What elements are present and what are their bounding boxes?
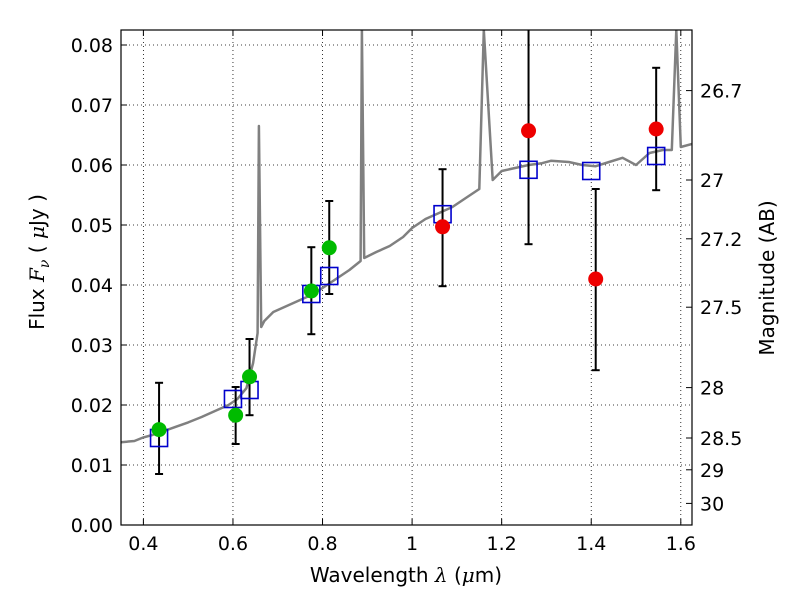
x-tick-label: 0.4 [128, 533, 158, 555]
y-tick-label: 0.01 [71, 455, 113, 477]
y-tick-label: 0.06 [71, 155, 113, 177]
y2-tick-label: 27.5 [700, 297, 742, 319]
plot-content [121, 30, 692, 475]
model-photometry-square [581, 161, 601, 181]
y-tick-label: 0.07 [71, 95, 113, 117]
x-tick-label: 1.2 [487, 533, 517, 555]
y-tick-label: 0.08 [71, 35, 113, 57]
spectrum-line [121, 30, 692, 444]
optical-data-point [228, 407, 244, 423]
x-tick-label: 1.6 [666, 533, 696, 555]
y2-axis-label: Magnitude (AB) [755, 200, 779, 355]
model-photometry-square [319, 266, 339, 286]
y2-tick-label: 27 [700, 170, 724, 192]
y-tick-label: 0.03 [71, 335, 113, 357]
x-tick-label: 1.4 [576, 533, 606, 555]
y2-tick-label: 26.7 [700, 81, 742, 103]
y2-tick-label: 28 [700, 378, 724, 400]
optical-data-point [321, 240, 337, 256]
y-tick-label: 0.04 [71, 275, 113, 297]
infrared-data-point [588, 271, 604, 287]
infrared-data-point [435, 219, 451, 235]
axes-frame [120, 29, 693, 526]
y2-tick-label: 30 [700, 493, 724, 515]
infrared-data-point [648, 121, 664, 137]
tick-labels: 0.4 0.6 0.8 1 1.2 1.4 1.6 0.00 0.01 0.02 0.03 0.04 0… [71, 35, 743, 555]
model-photometry-square [519, 160, 538, 180]
x-tick-label: 1 [406, 533, 418, 555]
y2-tick-label: 27.2 [700, 229, 742, 251]
plot-area [121, 30, 692, 475]
x-tick-label: 0.6 [218, 533, 248, 555]
model-photometry-square [646, 146, 666, 166]
y-tick-label: 0.05 [71, 215, 113, 237]
x-tick-label: 0.8 [307, 533, 337, 555]
optical-data-point [303, 283, 319, 299]
x-axis-label: Wavelength λ (μm) [310, 563, 502, 587]
y2-tick-label: 29 [700, 460, 724, 482]
optical-data-point [242, 369, 258, 385]
grid [121, 30, 692, 526]
y-axis-label: Flux Fν ( μJy ) [25, 194, 53, 330]
y2-tick-label: 28.5 [700, 428, 742, 450]
axes-box [120, 29, 693, 526]
y-tick-label: 0.00 [71, 515, 113, 537]
infrared-data-point [521, 123, 537, 139]
y-tick-label: 0.02 [71, 395, 113, 417]
optical-data-point [151, 422, 167, 438]
